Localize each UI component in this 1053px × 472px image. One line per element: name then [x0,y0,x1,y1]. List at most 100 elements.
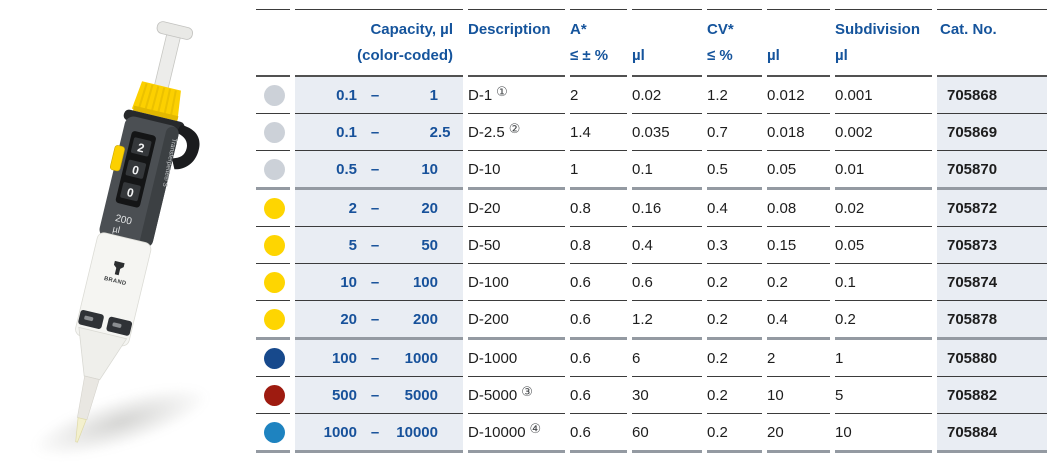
cat-no-cell: 705874 [937,264,1047,301]
cat-no-cell: 705878 [937,301,1047,340]
capacity-range-dash: – [370,423,380,441]
header-accuracy-ul: µl [632,9,702,77]
cv-percent-cell: 0.2 [707,414,762,453]
accuracy-percent-cell: 0.6 [570,264,627,301]
header-capacity: Capacity, µl (color-coded) [295,9,463,77]
subdivision-cell: 10 [835,414,932,453]
cv-ul-cell: 0.018 [767,114,830,151]
description-cell: D-2.5 ② [468,114,565,151]
accuracy-percent-cell: 0.6 [570,377,627,414]
capacity-range-cell: 5 – 50 [295,227,463,264]
capacity-range-dash: – [370,123,380,141]
color-code-dot-grey [264,158,285,180]
cv-ul-cell: 0.4 [767,301,830,340]
footnote-mark: ① [496,83,508,99]
header-cat-no: Cat. No. [937,9,1047,77]
pipette-volume-display: 2 0 0 [115,131,156,208]
capacity-min: 100 [331,349,357,367]
display-digit: 0 [131,163,141,178]
cat-no-cell: 705882 [937,377,1047,414]
cv-ul-cell: 0.012 [767,77,830,114]
header-capacity-line1: Capacity, µl [370,21,453,38]
model-description: D-1 [468,86,493,104]
description-cell: D-10000 ④ [468,414,565,453]
accuracy-ul-cell: 60 [632,414,702,453]
capacity-range-cell: 500 – 5000 [295,377,463,414]
pipette-yellow-button [109,145,125,172]
collar-lip [132,105,179,122]
capacity-range-cell: 0.1 – 1 [295,77,463,114]
cat-no-cell: 705868 [937,77,1047,114]
cat-no-cell: 705870 [937,151,1047,190]
pipette-finger-hook [171,124,200,170]
model-description: D-20 [468,199,501,217]
cv-percent-cell: 0.3 [707,227,762,264]
pipette-plunger-cap [156,21,193,40]
capacity-range-dash: – [370,160,380,178]
collar-knurl-lines [137,83,177,118]
pipette-volume-unit: µl [112,224,121,235]
capacity-min: 10 [340,273,357,291]
pipette-shaft [77,375,100,421]
pipette-plunger-rod [153,31,182,92]
model-description: D-50 [468,236,501,254]
color-code-dot-dark-blue [264,347,285,369]
description-cell: D-20 [468,190,565,227]
capacity-min: 0.5 [336,160,357,178]
accuracy-ul-cell: 0.16 [632,190,702,227]
color-code-dot-grey [264,84,285,106]
capacity-range-cell: 10 – 100 [295,264,463,301]
capacity-max: 1 [429,86,438,104]
capacity-max: 50 [421,236,438,254]
capacity-range-cell: 100 – 1000 [295,340,463,377]
table-row: 1000 – 10000 D-10000 ④ 0.6 60 0.2 20 10 7… [256,414,1047,453]
description-cell: D-200 [468,301,565,340]
capacity-min: 1000 [323,423,357,441]
table-row: 0.1 – 2 .5 D-2.5 ② 1.4 0.035 0.7 0.018 0.… [256,114,1047,151]
capacity-max: 5000 [404,386,438,404]
header-accuracy-line2: ≤ ± % [570,47,609,64]
capacity-range-cell: 20 – 200 [295,301,463,340]
table-row: 500 – 5000 D-5000 ③ 0.6 30 0.2 10 5 70588… [256,377,1047,414]
subdivision-cell: 0.002 [835,114,932,151]
pipette-volume-label: 200 [114,213,133,228]
cat-no-cell: 705884 [937,414,1047,453]
capacity-range-dash: – [370,236,380,254]
header-subdivision-line2: µl [835,47,848,64]
cat-no-cell: 705880 [937,340,1047,377]
capacity-min: 500 [331,386,357,404]
color-code-cell [256,151,290,190]
header-cv: CV* ≤ % [707,9,762,77]
capacity-range-cell: 2 – 20 [295,190,463,227]
model-description: D-5000 [468,386,518,404]
accuracy-ul-cell: 0.6 [632,264,702,301]
table-row: 100 – 1000 D-1000 0.6 6 0.2 2 1 705880 [256,340,1047,377]
subdivision-cell: 0.1 [835,264,932,301]
cv-percent-cell: 0.2 [707,340,762,377]
subdivision-cell: 0.2 [835,301,932,340]
color-code-dot-yellow [264,308,285,330]
cv-percent-cell: 0.2 [707,377,762,414]
pipette-cone [78,326,128,381]
subdivision-cell: 0.05 [835,227,932,264]
table-row: 0.1 – 1 D-1 ① 2 0.02 1.2 0.012 0.001 7058… [256,77,1047,114]
capacity-min: 5 [348,236,357,254]
footnote-mark: ③ [521,383,533,399]
cv-ul-cell: 0.05 [767,151,830,190]
pipette-ejector-band [78,309,133,336]
footnote-mark: ② [508,120,521,136]
table-row: 10 – 100 D-100 0.6 0.6 0.2 0.2 0.1 70587… [256,264,1047,301]
capacity-max: 2 [429,123,438,141]
cat-no-cell: 705873 [937,227,1047,264]
cat-no-cell: 705869 [937,114,1047,151]
model-description: D-2.5 [468,123,505,141]
capacity-range-dash: – [370,349,380,367]
cv-percent-cell: 0.7 [707,114,762,151]
table-header-row: Capacity, µl (color-coded) Description A… [256,9,1047,77]
accuracy-ul-cell: 30 [632,377,702,414]
header-accuracy: A* ≤ ± % [570,9,627,77]
subdivision-cell: 0.01 [835,151,932,190]
capacity-range-cell: 0.1 – 2 .5 [295,114,463,151]
capacity-max: 20 [421,199,438,217]
accuracy-ul-cell: 1.2 [632,301,702,340]
